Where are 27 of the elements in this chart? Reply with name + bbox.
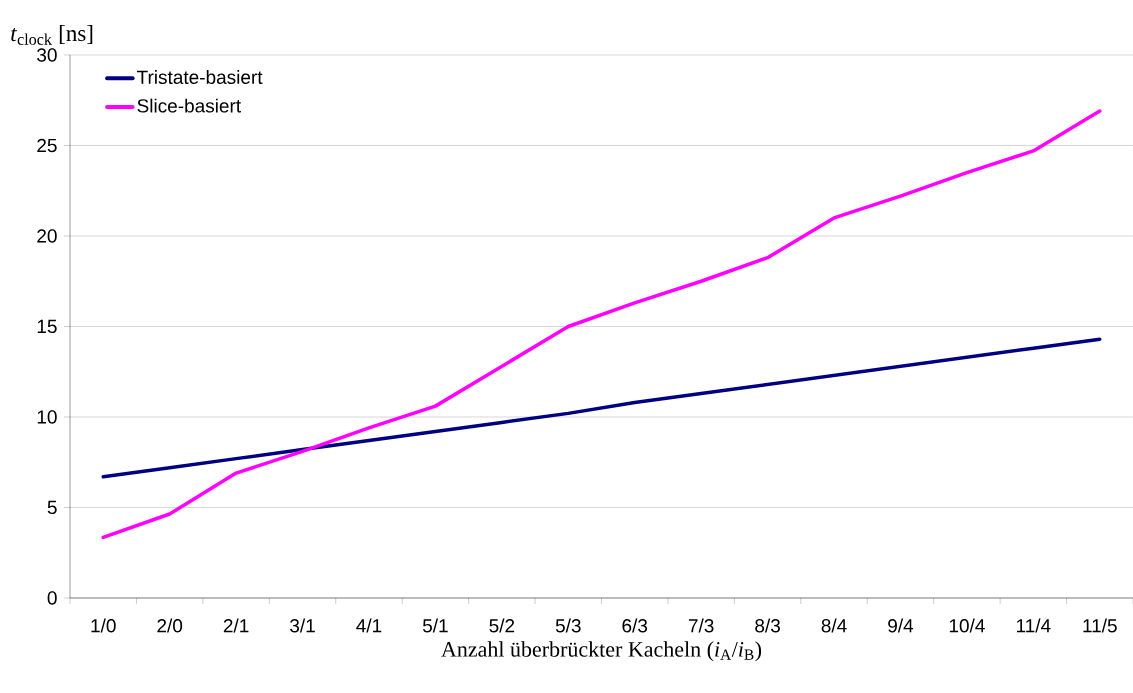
x-tick-label: 10/4 <box>949 618 985 633</box>
x-tick-label: 2/1 <box>223 618 249 633</box>
y-tick-label: 10 <box>37 410 57 424</box>
x-tick-label: 8/4 <box>821 618 847 633</box>
x-tick-label: 5/3 <box>555 618 581 633</box>
x-tick-label: 5/2 <box>489 618 515 633</box>
y-tick-label: 25 <box>37 138 57 153</box>
x-tick-label: 3/1 <box>290 618 315 633</box>
y-tick-label: 5 <box>47 500 57 515</box>
x-tick-label: 1/0 <box>91 618 116 633</box>
x-tick-label: 9/4 <box>888 618 914 633</box>
y-tick-label: 15 <box>37 319 57 334</box>
x-tick-label: 4/1 <box>356 618 382 633</box>
x-tick-label: 7/3 <box>688 618 714 633</box>
x-tick-label: 11/5 <box>1083 618 1117 633</box>
y-axis-title: t$_{clock}$ [ns] <box>11 24 93 45</box>
y-tick-label: 0 <box>47 591 57 605</box>
y-tick-label: 20 <box>37 229 57 243</box>
x-tick-label: 5/1 <box>422 618 448 633</box>
x-tick-label: 11/4 <box>1017 618 1051 633</box>
legend-label: Tristate-basiert <box>137 70 263 84</box>
x-tick-label: 6/3 <box>622 618 648 633</box>
x-axis-title: Anzahl überbrückter Kacheln (i$_{A}$/i$_{B}$) <box>441 641 762 662</box>
x-tick-label: 8/3 <box>755 618 780 633</box>
legend-label: Slice-basiert <box>137 98 241 113</box>
y-tick-label: 30 <box>37 48 57 62</box>
x-tick-label: 2/0 <box>157 618 183 633</box>
